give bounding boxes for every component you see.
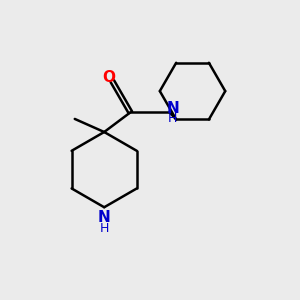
Text: O: O — [102, 70, 115, 85]
Text: N: N — [98, 210, 111, 225]
Text: H: H — [168, 112, 178, 125]
Text: N: N — [167, 100, 179, 116]
Text: H: H — [100, 222, 109, 235]
